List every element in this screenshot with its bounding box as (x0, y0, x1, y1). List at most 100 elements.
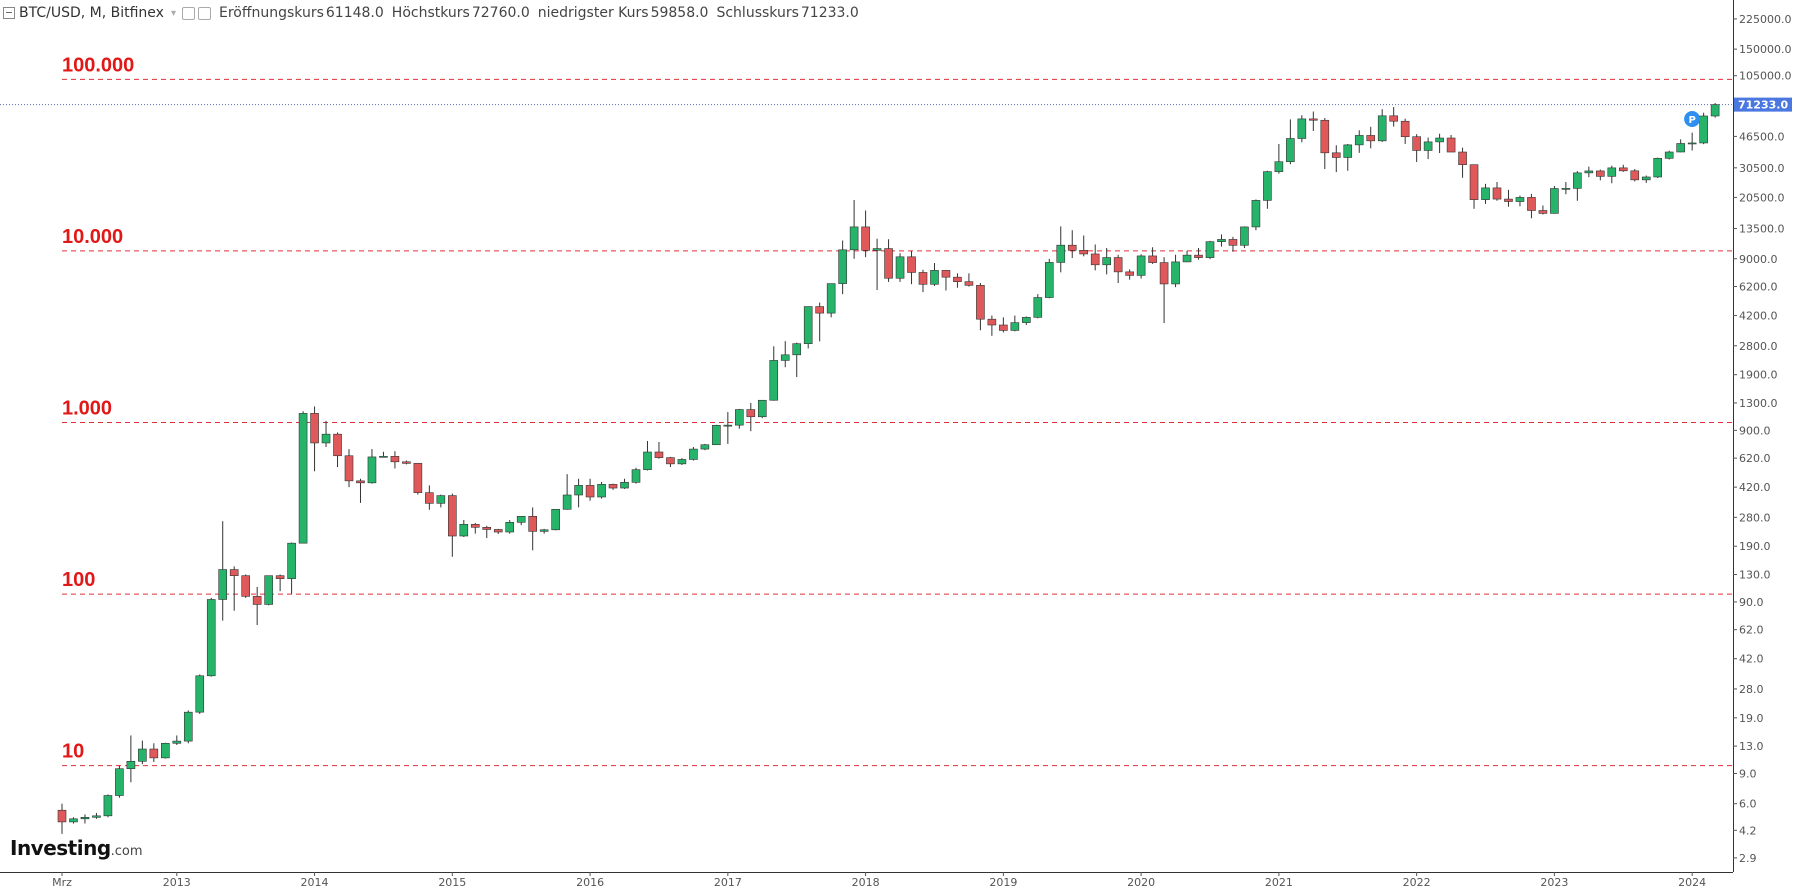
x-tick-label: 2021 (1265, 876, 1293, 889)
candle (1469, 164, 1479, 209)
candle (1263, 170, 1272, 209)
candle (1159, 257, 1169, 324)
candle (712, 424, 721, 446)
y-tick-label: 420.0 (1739, 481, 1771, 494)
candle (1573, 171, 1582, 201)
chevron-down-icon[interactable]: ▾ (170, 7, 176, 19)
candle-body (1481, 187, 1490, 200)
candle (689, 446, 698, 461)
candle (907, 250, 916, 285)
candle (953, 273, 962, 288)
candle (1710, 103, 1720, 118)
candle (1676, 139, 1685, 153)
candle (69, 817, 78, 824)
x-tick-label: 2023 (1540, 876, 1568, 889)
y-tick-label: 2800.0 (1739, 340, 1778, 353)
candle (1596, 169, 1605, 181)
candle-body (654, 451, 664, 458)
candle-body (1492, 187, 1502, 200)
candle-body (689, 448, 698, 460)
candle (425, 485, 434, 510)
x-tick-label: 2019 (989, 876, 1017, 889)
candle (1125, 269, 1134, 280)
candle-body (1550, 188, 1559, 214)
candle (1618, 164, 1628, 172)
logo-domain: .com (110, 844, 143, 859)
candle (1446, 134, 1456, 153)
candle (861, 210, 870, 258)
candle (826, 283, 836, 318)
collapse-icon[interactable] (3, 7, 15, 19)
candle-body (172, 740, 182, 744)
candle-body (1515, 197, 1525, 202)
candle (1354, 130, 1364, 153)
candle (448, 493, 457, 557)
candle-body (218, 569, 228, 600)
candle-body (1664, 151, 1674, 159)
candle-body (769, 360, 779, 401)
candle (1010, 315, 1020, 332)
y-tick-label: 130.0 (1739, 569, 1771, 582)
candle (700, 443, 710, 451)
candle (1331, 145, 1341, 173)
symbol-label[interactable]: BTC/USD, M, Bitfinex (19, 5, 164, 21)
reference-line-label: 1.000 (62, 397, 112, 419)
candle (470, 522, 480, 534)
candle (1033, 294, 1043, 319)
candle (769, 346, 779, 401)
candle (780, 341, 790, 368)
candle (849, 200, 859, 259)
candle-body (321, 433, 331, 444)
candle-body (138, 748, 147, 762)
candle-body (1274, 161, 1284, 172)
candle-body (1148, 255, 1157, 263)
candle-body (597, 484, 606, 498)
candle-body (631, 469, 641, 483)
candle-body (620, 482, 629, 489)
candle-body (608, 484, 618, 489)
candle (1538, 205, 1548, 215)
candle (390, 451, 400, 469)
candle-body (803, 306, 813, 344)
settings-icon[interactable] (181, 6, 195, 20)
reference-line-label: 100 (62, 569, 95, 591)
candle-body (1343, 144, 1353, 158)
candle-body (1504, 198, 1513, 202)
candle-body (1022, 317, 1031, 323)
candle-body (826, 283, 836, 314)
candle (1297, 115, 1307, 143)
hide-icon[interactable] (197, 6, 211, 20)
y-tick-label: 280.0 (1739, 511, 1771, 524)
candle-body (206, 599, 216, 677)
candle (1056, 226, 1066, 273)
candle-body (1469, 164, 1479, 200)
logo-brand: Investing (10, 836, 111, 860)
y-tick-label: 225000.0 (1739, 13, 1792, 26)
candle-body (1228, 239, 1238, 246)
candle (735, 408, 744, 429)
y-tick-label: 19.0 (1739, 712, 1764, 725)
candle-body (1389, 115, 1398, 122)
candle-body (712, 425, 721, 446)
candle-body (1159, 262, 1169, 285)
candle-body (1435, 137, 1444, 143)
close-value: 71233.0 (800, 5, 859, 21)
y-tick-label: 6.0 (1739, 798, 1757, 811)
candle (505, 520, 515, 534)
x-tick-label: 2015 (438, 876, 466, 889)
candle-body (585, 485, 595, 498)
y-tick-label: 4.2 (1739, 824, 1757, 837)
y-tick-label: 620.0 (1739, 452, 1771, 465)
candle-body (976, 285, 985, 320)
candle (1102, 247, 1111, 275)
y-tick-label: 2.9 (1739, 852, 1757, 865)
candle (1515, 195, 1525, 207)
candle-body (1423, 141, 1433, 151)
candle-body (1377, 115, 1387, 142)
current-price-tag-label: 71233.0 (1738, 99, 1788, 112)
candle (1136, 254, 1146, 279)
candle (1320, 118, 1330, 170)
candle-body (516, 515, 526, 523)
candle (1607, 165, 1617, 184)
